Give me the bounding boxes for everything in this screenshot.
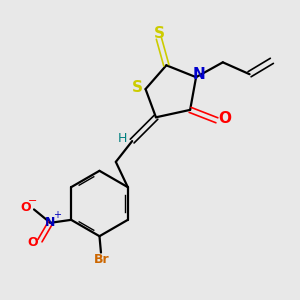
Text: O: O: [219, 111, 232, 126]
Text: O: O: [20, 202, 31, 214]
Text: O: O: [27, 236, 38, 249]
Text: +: +: [53, 210, 61, 220]
Text: Br: Br: [94, 254, 109, 266]
Text: H: H: [118, 132, 127, 145]
Text: N: N: [45, 216, 55, 229]
Text: N: N: [193, 67, 206, 82]
Text: −: −: [28, 196, 37, 206]
Text: S: S: [132, 80, 143, 95]
Text: S: S: [153, 26, 164, 41]
